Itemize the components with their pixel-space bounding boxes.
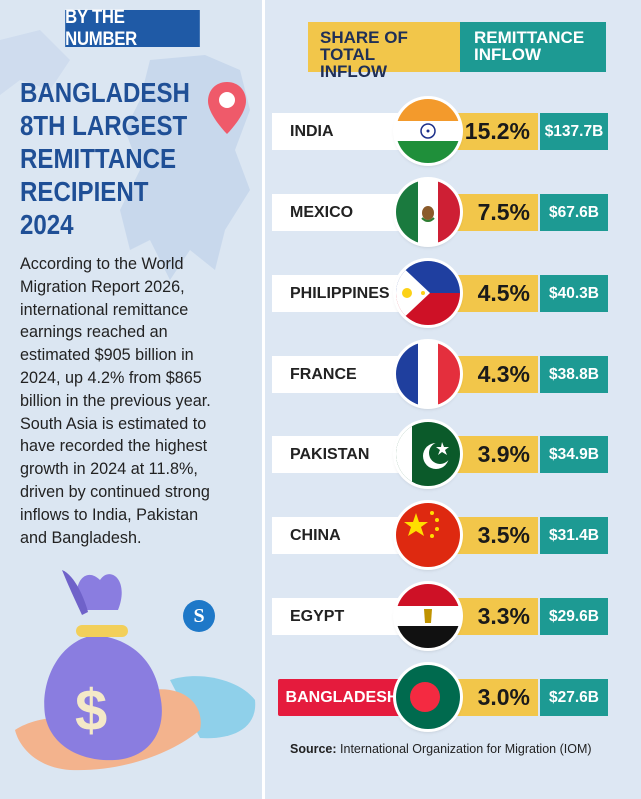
source-label: Source:	[290, 742, 337, 756]
body-line: earnings reached an	[20, 323, 168, 342]
inflow-value: $40.3B	[540, 275, 608, 312]
body-line: inflows to India, Pakistan	[20, 505, 199, 524]
headline: BANGLADESH 8TH LARGEST REMITTANCE RECIPI…	[20, 76, 226, 241]
share-value: 3.0%	[452, 679, 538, 716]
body-line: 2024, up 4.2% from $865	[20, 368, 202, 387]
inflow-column-header: REMITTANCE INFLOW	[460, 22, 606, 72]
egypt-flag-icon	[396, 584, 460, 648]
body-line: have recorded the highest	[20, 437, 208, 456]
by-the-number-badge: BY THE NUMBER	[65, 7, 200, 50]
location-pin-icon	[208, 82, 246, 134]
body-line: According to the World	[20, 255, 184, 273]
share-value: 15.2%	[452, 113, 538, 150]
panel-divider	[262, 0, 265, 799]
mexico-flag-icon	[396, 180, 460, 244]
share-value: 4.3%	[452, 356, 538, 393]
tbs-logo-icon: S	[183, 600, 215, 632]
share-value: 7.5%	[452, 194, 538, 231]
inflow-value: $137.7B	[540, 113, 608, 150]
inflow-value: $67.6B	[540, 194, 608, 231]
headline-line: REMITTANCE	[20, 143, 177, 174]
inflow-value: $34.9B	[540, 436, 608, 473]
share-value: 3.5%	[452, 517, 538, 554]
bangladesh-flag-icon	[396, 665, 460, 729]
headline-line: 8TH LARGEST	[20, 110, 188, 141]
share-value: 3.3%	[452, 598, 538, 635]
body-line: international remittance	[20, 300, 189, 319]
headline-line: BANGLADESH	[20, 77, 190, 108]
china-flag-icon	[396, 503, 460, 567]
money-bag-hand-icon: $	[15, 570, 256, 771]
body-line: driven by continued strong	[20, 482, 210, 501]
inflow-value: $27.6B	[540, 679, 608, 716]
body-paragraph: According to the World Migration Report …	[20, 253, 258, 549]
body-line: billion in the previous year.	[20, 391, 211, 410]
country-label: BANGLADESH	[278, 679, 406, 716]
share-column-header: SHARE OF TOTAL INFLOW	[308, 22, 460, 80]
philippines-flag-icon	[396, 261, 460, 325]
france-flag-icon	[396, 342, 460, 406]
body-line: Migration Report 2026,	[20, 277, 185, 296]
inflow-value: $38.8B	[540, 356, 608, 393]
india-flag-icon	[396, 99, 460, 163]
svg-text:$: $	[75, 678, 107, 743]
source-text: International Organization for Migration…	[336, 742, 592, 756]
headline-line: 2024	[20, 209, 74, 240]
body-line: South Asia is estimated to	[20, 414, 207, 433]
pakistan-flag-icon	[396, 422, 460, 486]
headline-line: RECIPIENT	[20, 176, 149, 207]
body-line: estimated $905 billion in	[20, 346, 194, 365]
body-line: and Bangladesh.	[20, 528, 142, 547]
source-note: Source: International Organization for M…	[290, 742, 592, 756]
share-value: 3.9%	[452, 436, 538, 473]
inflow-value: $29.6B	[540, 598, 608, 635]
body-line: growth in 2024 at 11.8%,	[20, 460, 198, 479]
share-value: 4.5%	[452, 275, 538, 312]
inflow-value: $31.4B	[540, 517, 608, 554]
